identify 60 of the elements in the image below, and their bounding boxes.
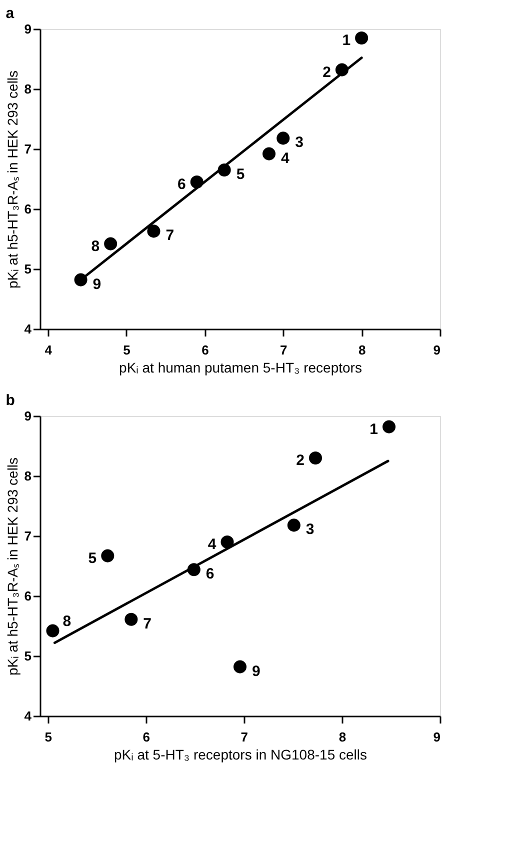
point bbox=[233, 660, 247, 674]
y-tick-label: 6 bbox=[24, 588, 32, 604]
y-axis-title: pKᵢ at h5-HT₃R-Aₛ in HEK 293 cells bbox=[4, 457, 20, 676]
y-tick-label: 9 bbox=[24, 408, 32, 424]
annotation: 3 bbox=[306, 521, 314, 538]
y-tick-label: 8 bbox=[24, 468, 32, 484]
x-tick-label: 6 bbox=[142, 730, 150, 744]
annotation: 6 bbox=[178, 176, 186, 193]
x-axis-title: pKᵢ at 5-HT₃ receptors in NG108-15 cells bbox=[114, 746, 368, 762]
annotation: 7 bbox=[143, 615, 152, 632]
point bbox=[104, 237, 118, 250]
y-tick-label: 4 bbox=[24, 322, 32, 336]
point bbox=[276, 132, 290, 145]
y-tick-label: 5 bbox=[24, 262, 32, 276]
annotation: 9 bbox=[92, 276, 102, 293]
y-tick-label: 8 bbox=[24, 82, 32, 96]
annotation: 2 bbox=[322, 64, 331, 81]
point bbox=[147, 224, 160, 238]
x-axis-title: pKᵢ at human putamen 5-HT₃ receptors bbox=[119, 360, 362, 376]
annotation: 8 bbox=[62, 612, 72, 630]
annotation: 2 bbox=[296, 452, 304, 469]
point bbox=[46, 624, 60, 638]
point bbox=[124, 612, 138, 626]
x-tick-label: 4 bbox=[44, 342, 53, 358]
point bbox=[308, 451, 322, 465]
annotation: 4 bbox=[281, 150, 290, 167]
annotation: 1 bbox=[370, 420, 378, 438]
x-tick-label: 8 bbox=[338, 730, 346, 744]
x-tick-label: 9 bbox=[433, 730, 440, 744]
point bbox=[382, 420, 396, 434]
annotation: 7 bbox=[166, 227, 174, 244]
x-tick-label: 7 bbox=[280, 342, 288, 358]
x-tick-label: 9 bbox=[433, 342, 440, 358]
point bbox=[287, 518, 300, 532]
point bbox=[220, 535, 234, 549]
x-tick-label: 5 bbox=[123, 342, 130, 358]
point bbox=[262, 147, 276, 160]
y-tick-label: 7 bbox=[24, 528, 32, 544]
annotation: 6 bbox=[206, 566, 214, 583]
annotation: 1 bbox=[342, 32, 351, 49]
annotation: 4 bbox=[208, 536, 217, 553]
annotation: 5 bbox=[88, 550, 97, 567]
point bbox=[355, 31, 368, 45]
y-tick-label: 4 bbox=[24, 708, 32, 724]
annotation: 8 bbox=[91, 238, 100, 255]
annotation: 5 bbox=[236, 166, 245, 183]
y-tick-label: 6 bbox=[24, 202, 32, 216]
y-tick-label: 7 bbox=[24, 142, 32, 156]
point bbox=[101, 549, 114, 562]
y-axis-title: pKᵢ at h5-HT₃R-Aₛ in HEK 293 cells bbox=[4, 70, 20, 289]
x-tick-label: 7 bbox=[240, 730, 248, 744]
chart-title: a bbox=[6, 5, 15, 22]
chart-title: b bbox=[6, 392, 15, 409]
y-tick-label: 5 bbox=[24, 648, 32, 664]
annotation: 3 bbox=[295, 134, 304, 152]
x-tick-label: 5 bbox=[44, 730, 52, 744]
x-tick-label: 8 bbox=[358, 342, 366, 358]
y-tick-label: 9 bbox=[24, 22, 32, 36]
x-tick-label: 6 bbox=[202, 342, 209, 358]
annotation: 9 bbox=[252, 662, 260, 680]
